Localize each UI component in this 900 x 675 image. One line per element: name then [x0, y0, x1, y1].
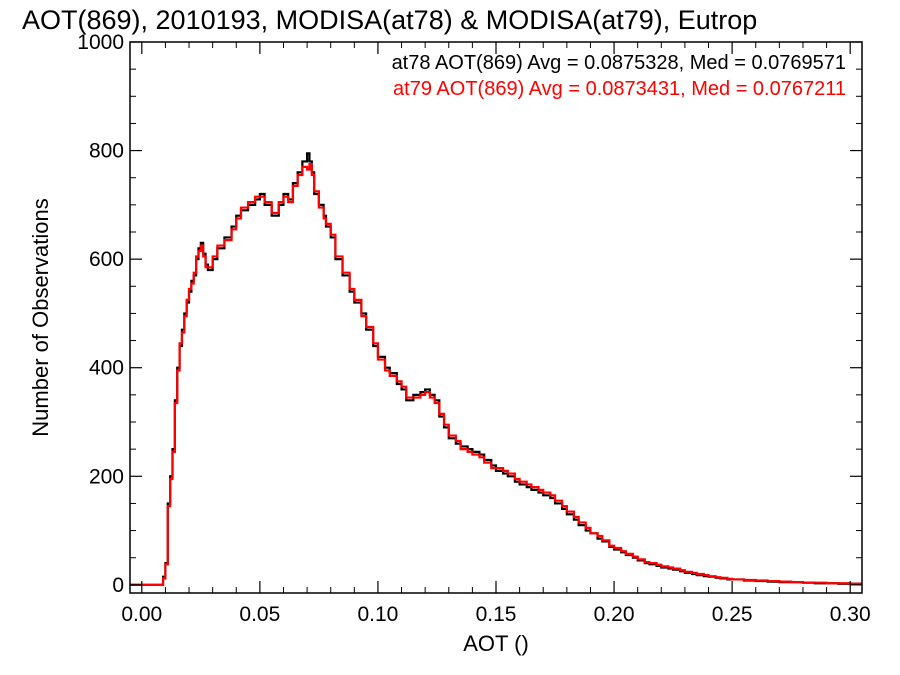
x-tick-label: 0.30	[830, 603, 871, 626]
legend-entry-at78: at78 AOT(869) Avg = 0.0875328, Med = 0.0…	[392, 52, 846, 74]
y-tick-label: 400	[89, 357, 124, 380]
y-tick-label: 0	[112, 574, 124, 597]
y-tick-label: 800	[89, 140, 124, 163]
x-tick-label: 0.10	[357, 603, 398, 626]
x-axis-label: AOT ()	[463, 631, 529, 656]
y-tick-label: 600	[89, 248, 124, 271]
x-tick-label: 0.20	[594, 603, 635, 626]
y-tick-label: 200	[89, 465, 124, 488]
legend-entry-at79: at79 AOT(869) Avg = 0.0873431, Med = 0.0…	[393, 78, 846, 100]
x-tick-label: 0.25	[712, 603, 753, 626]
series-layer	[130, 152, 862, 586]
y-tick-label: 1000	[77, 31, 124, 54]
chart-title: AOT(869), 2010193, MODISA(at78) & MODISA…	[22, 5, 757, 35]
y-axis-label: Number of Observations	[28, 198, 53, 436]
x-tick-label: 0.00	[121, 603, 162, 626]
ticks-layer: 0.00 0.05 0.10 0.15 0.20 0.25 0.30 0 200 400 600 80…	[77, 31, 870, 626]
series-at79-line	[130, 163, 862, 586]
legend: at78 AOT(869) Avg = 0.0875328, Med = 0.0…	[392, 52, 846, 100]
x-tick-label: 0.05	[239, 603, 280, 626]
plot-frame	[129, 41, 863, 594]
x-tick-label: 0.15	[476, 603, 517, 626]
